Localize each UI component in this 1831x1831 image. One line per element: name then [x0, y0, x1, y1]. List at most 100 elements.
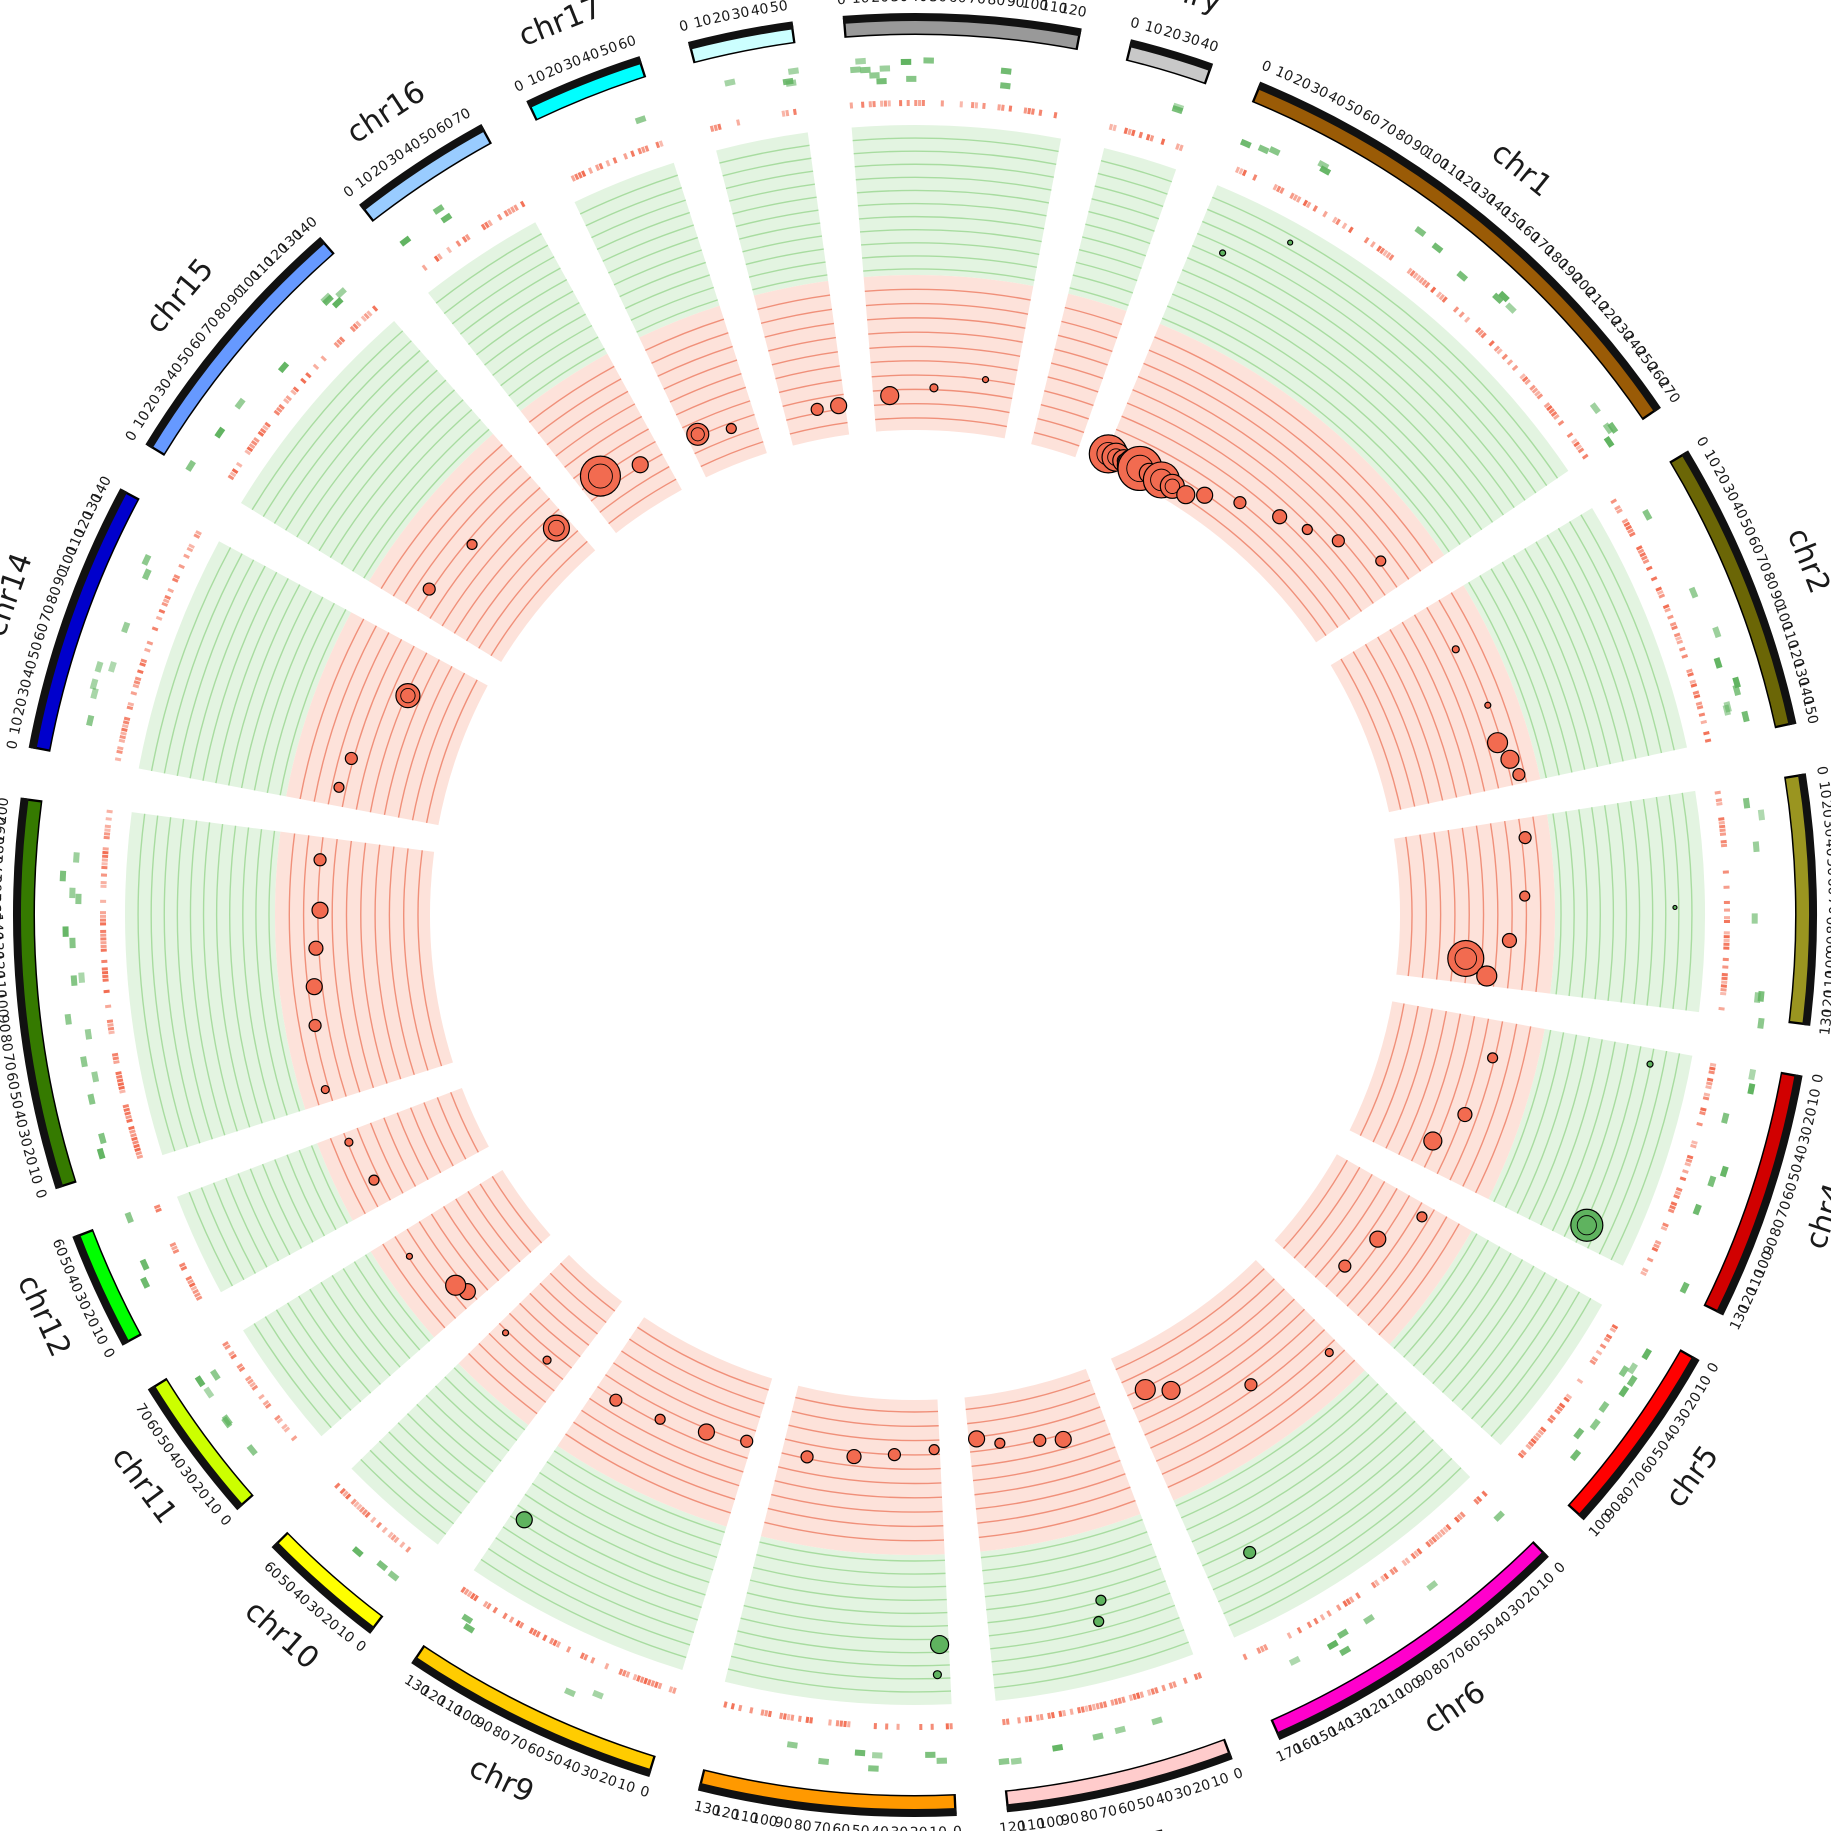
tile-up [885, 1723, 889, 1730]
tile-up [1641, 1267, 1649, 1273]
gridline-up [468, 1352, 538, 1415]
tile-up [235, 461, 243, 468]
tick-chrX-90: 90 [1006, 0, 1025, 11]
tile-up [107, 1026, 115, 1031]
tile-up [1625, 524, 1633, 531]
tick-chr9-50: 50 [542, 1748, 565, 1770]
tile-up [1706, 1081, 1713, 1086]
tile-up [344, 1493, 352, 1500]
tile-up [463, 1588, 470, 1596]
tick-chr8-10: 10 [929, 1824, 947, 1831]
tile-up [1521, 376, 1529, 383]
tile-up [1178, 144, 1184, 152]
gridline-down [509, 1515, 702, 1609]
tile-down [1748, 1068, 1757, 1081]
gridline-down [735, 209, 819, 228]
tile-up [1313, 1617, 1319, 1625]
tile-down [80, 1056, 88, 1068]
gridline-down [737, 1630, 950, 1654]
tile-up [1150, 1688, 1156, 1695]
tile-down [906, 75, 917, 82]
gridline-up [777, 1466, 942, 1485]
tile-up [283, 1426, 291, 1433]
gridline-up [478, 530, 579, 649]
bubble-chr7-44 [967, 1430, 986, 1448]
bubble-ring-chr1-7 [1164, 478, 1180, 494]
tile-up [1670, 1201, 1678, 1207]
tick-chr6-0: 0 [1551, 1559, 1569, 1577]
tile-down [1172, 102, 1185, 112]
tile-up [136, 1154, 144, 1160]
chr-label-chrY: chry [1153, 0, 1226, 20]
tile-down [320, 292, 333, 305]
gridline-up [1054, 348, 1108, 366]
tile-up [122, 720, 130, 725]
tile-down [1713, 657, 1723, 669]
tick-chr8-100: 100 [750, 1810, 779, 1830]
tile-up [1709, 1062, 1717, 1067]
tick-chr3-40: 40 [1822, 838, 1831, 857]
tick-chr8-130: 130 [692, 1798, 722, 1820]
gridline-up [1335, 1195, 1411, 1297]
tile-up [1149, 134, 1155, 142]
tile-up [1289, 192, 1295, 200]
tile-up [839, 1720, 844, 1727]
ideogram-chr8 [701, 1771, 955, 1810]
gridline-down [1610, 1053, 1681, 1261]
tick-chr14-70: 70 [37, 603, 58, 625]
tile-up [155, 615, 163, 621]
gridline-up [599, 466, 670, 513]
tick-chr3-100: 100 [1823, 950, 1831, 978]
tile-up [1389, 1568, 1396, 1576]
tile-up [1614, 504, 1621, 511]
tile-up [1117, 1697, 1123, 1705]
tile-down [1757, 990, 1765, 1002]
gridline-up [360, 842, 388, 1084]
tile-up [577, 171, 583, 179]
tile-up [1673, 632, 1681, 638]
tile-up [1373, 1579, 1380, 1587]
gridline-down [451, 256, 555, 325]
gridline-down [753, 1566, 947, 1588]
tick-chr16-70: 70 [450, 105, 473, 128]
bubble-chr1-10 [1233, 496, 1247, 510]
bubble-chr2-18 [1484, 701, 1492, 709]
tile-up [140, 658, 148, 664]
gridline-down [1212, 196, 1559, 479]
tick-chrX-10: 10 [851, 0, 870, 7]
tile-down [142, 568, 152, 581]
tile-up [1112, 124, 1117, 132]
tile-up [103, 835, 110, 840]
tile-up [1536, 393, 1544, 400]
tile-up [535, 1630, 541, 1638]
gridline-up [581, 1409, 740, 1487]
gridline-down [309, 1288, 381, 1385]
tile-down [75, 893, 82, 905]
gridline-down [1412, 1246, 1501, 1367]
tile-up [122, 1104, 130, 1109]
tile-up [1347, 226, 1354, 234]
tile-up [1637, 548, 1645, 554]
tile-down [1732, 684, 1742, 696]
band-down-chr12 [176, 1143, 353, 1293]
gridline-down [1512, 554, 1599, 768]
tile-up [300, 377, 307, 384]
tile-up [580, 170, 587, 178]
tick-chr2-60: 60 [1744, 534, 1766, 557]
tile-up [1695, 701, 1703, 706]
bubble-chr12-63 [368, 1174, 380, 1186]
band-up-chr1 [1100, 323, 1445, 643]
tile-up [1534, 390, 1541, 397]
tile-up [105, 817, 112, 821]
ideogram-tickband-chr11 [147, 1385, 244, 1511]
tile-up [101, 959, 108, 964]
tick-chr18-30: 30 [730, 4, 751, 23]
tile-down [1752, 841, 1760, 853]
ideogram-chr16 [365, 131, 490, 220]
bubble-chr7-43 [994, 1437, 1006, 1449]
gridline-up [327, 632, 390, 805]
gridline-up [383, 1117, 417, 1187]
tick-chr7-80: 80 [1079, 1807, 1100, 1826]
tile-up [492, 1606, 499, 1614]
